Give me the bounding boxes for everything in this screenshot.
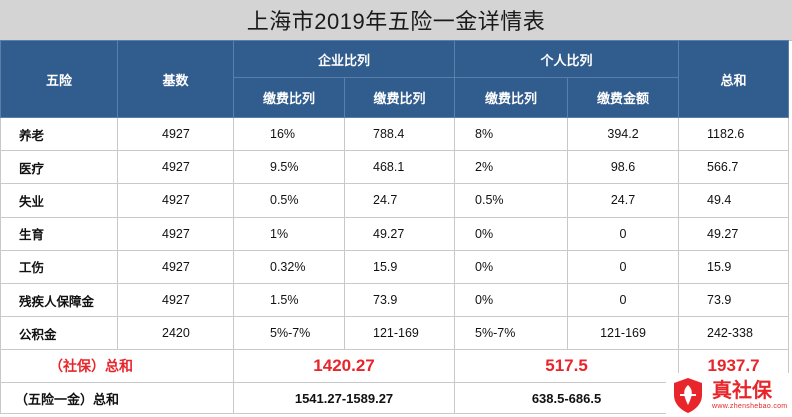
header-row-1: 五险 基数 企业比列 个人比列 总和 [0, 40, 790, 118]
row-personal-rate: 0% [454, 249, 569, 284]
watermark-logo: 真社保 www.zhenshebao.com [666, 373, 792, 417]
row-base: 4927 [117, 216, 234, 251]
row-personal-rate: 5%-7% [454, 316, 569, 351]
row-base: 4927 [117, 249, 234, 284]
header-base: 基数 [117, 40, 234, 118]
header-total: 总和 [678, 40, 790, 118]
row-company-rate: 1% [233, 216, 345, 251]
row-name: 医疗 [0, 150, 118, 185]
row-name: 养老 [0, 116, 118, 152]
social-sum-company: 1420.27 [232, 349, 456, 384]
row-personal-rate: 0% [454, 216, 569, 251]
table-row: 医疗 4927 9.5% 468.1 2% 98.6 566.7 [0, 150, 790, 185]
all-sum-label: （五险一金）总和 [0, 382, 234, 415]
table-row: 养老 4927 16% 788.4 8% 394.2 1182.6 [0, 116, 790, 152]
all-sum-row: （五险一金）总和 1541.27-1589.27 638.5-686.5 [0, 382, 790, 415]
insurance-table: 五险 基数 企业比列 个人比列 总和 缴费比列 缴费比列 缴费比列 缴费金额 养… [0, 40, 790, 415]
social-sum-label: （社保）总和 [0, 349, 234, 384]
social-sum-row: （社保）总和 1420.27 517.5 1937.7 [0, 349, 790, 384]
row-base: 2420 [117, 316, 234, 351]
row-name: 残疾人保障金 [0, 282, 118, 318]
row-personal-amount: 0 [567, 216, 680, 251]
header-row-2: 缴费比列 缴费比列 缴费比列 缴费金额 [1, 77, 789, 118]
row-personal-amount: 0 [567, 249, 680, 284]
row-company-rate: 0.5% [233, 183, 345, 218]
row-base: 4927 [117, 150, 234, 185]
page-title: 上海市2019年五险一金详情表 [0, 0, 792, 41]
row-personal-rate: 2% [454, 150, 569, 185]
row-company-rate: 1.5% [233, 282, 345, 318]
header-personal: 个人比列 [454, 40, 680, 78]
row-company-rate: 5%-7% [233, 316, 345, 351]
table-row: 生育 4927 1% 49.27 0% 0 49.27 [0, 216, 790, 251]
row-base: 4927 [117, 116, 234, 152]
row-personal-amount: 24.7 [567, 183, 680, 218]
header-five: 五险 [0, 40, 118, 118]
header-personal-rate: 缴费比列 [454, 77, 569, 118]
watermark-sub: www.zhenshebao.com [712, 402, 788, 410]
row-name: 生育 [0, 216, 118, 251]
row-total: 1182.6 [678, 116, 790, 152]
row-total: 49.27 [678, 216, 790, 251]
row-company-amount: 468.1 [343, 150, 456, 185]
row-company-amount: 788.4 [343, 116, 456, 152]
row-personal-amount: 394.2 [567, 116, 680, 152]
watermark-main: 真社保 [712, 379, 772, 402]
row-company-amount: 73.9 [343, 282, 456, 318]
row-base: 4927 [117, 183, 234, 218]
row-company-amount: 15.9 [343, 249, 456, 284]
row-name: 失业 [0, 183, 118, 218]
row-company-rate: 9.5% [233, 150, 345, 185]
row-company-amount: 121-169 [343, 316, 456, 351]
row-name: 工伤 [0, 249, 118, 284]
table-row: 工伤 4927 0.32% 15.9 0% 0 15.9 [0, 249, 790, 284]
row-company-rate: 16% [233, 116, 345, 152]
table-row: 公积金 2420 5%-7% 121-169 5%-7% 121-169 242… [0, 316, 790, 351]
header-personal-amount: 缴费金额 [567, 77, 680, 118]
row-total: 73.9 [678, 282, 790, 318]
social-sum-personal: 517.5 [454, 349, 680, 384]
row-company-rate: 0.32% [233, 249, 345, 284]
header-company-amount: 缴费比列 [343, 77, 456, 118]
table-row: 残疾人保障金 4927 1.5% 73.9 0% 0 73.9 [0, 282, 790, 318]
row-personal-amount: 121-169 [567, 316, 680, 351]
row-total: 49.4 [678, 183, 790, 218]
header-company-rate: 缴费比列 [233, 77, 345, 118]
row-total: 566.7 [678, 150, 790, 185]
table-row: 失业 4927 0.5% 24.7 0.5% 24.7 49.4 [0, 183, 790, 218]
row-total: 15.9 [678, 249, 790, 284]
row-personal-rate: 0% [454, 282, 569, 318]
shield-logo-icon [674, 378, 702, 413]
row-company-amount: 49.27 [343, 216, 456, 251]
row-personal-rate: 0.5% [454, 183, 569, 218]
row-personal-rate: 8% [454, 116, 569, 152]
row-personal-amount: 0 [567, 282, 680, 318]
row-company-amount: 24.7 [343, 183, 456, 218]
row-name: 公积金 [0, 316, 118, 351]
row-base: 4927 [117, 282, 234, 318]
row-personal-amount: 98.6 [567, 150, 680, 185]
header-company: 企业比列 [232, 40, 456, 78]
all-sum-company: 1541.27-1589.27 [232, 382, 456, 415]
all-sum-personal: 638.5-686.5 [454, 382, 680, 415]
row-total: 242-338 [678, 316, 790, 351]
